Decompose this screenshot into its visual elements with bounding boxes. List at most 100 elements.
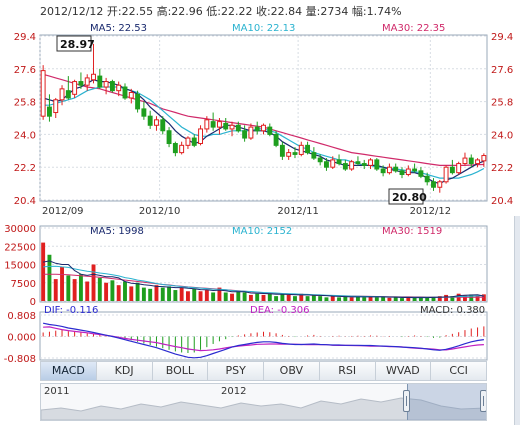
tab-cci[interactable]: CCI (449, 364, 468, 377)
candle-body (468, 157, 474, 165)
volume-bar (374, 297, 379, 301)
main-y-tick-left: 24.0 (14, 130, 36, 141)
candle-body (141, 108, 147, 117)
volume-bar (387, 297, 392, 301)
candle-body (443, 166, 449, 183)
volume-bar (381, 296, 386, 301)
candle-body (267, 126, 273, 135)
tab-obv[interactable]: OBV (264, 362, 320, 380)
ma30-label: MA30: 22.35 (382, 23, 445, 34)
volume-bar (66, 275, 71, 301)
candle-body (361, 163, 367, 166)
dif-line (42, 322, 484, 359)
dea-label: DEA: -0.306 (250, 305, 309, 316)
main-y-tick-left: 27.6 (14, 65, 36, 76)
volume-bar (242, 292, 247, 301)
main-x-tick: 2012/11 (277, 206, 319, 217)
volume-bar (97, 277, 102, 301)
candle-body (235, 124, 241, 132)
candle-body (185, 137, 191, 146)
volume-bar (444, 294, 449, 301)
main-y-tick-right: 25.8 (491, 98, 513, 109)
candle-body (412, 168, 418, 172)
candle-body (405, 168, 411, 175)
volume-bar (368, 296, 373, 301)
volume-bar (248, 294, 253, 301)
candle-body (298, 144, 304, 155)
main-x-tick: 2012/10 (139, 206, 181, 217)
main-y-tick-right: 22.2 (491, 163, 513, 174)
header-quote: 2012/12/12 开:22.55 高:22.96 低:22.22 收:22.… (40, 5, 402, 18)
volume-bar (129, 286, 134, 301)
volume-bar (355, 296, 360, 301)
vol-ma30-label: MA30: 1519 (382, 226, 442, 237)
candle-body (53, 99, 59, 114)
main-y-tick-right: 27.6 (491, 65, 513, 76)
candle-body (305, 144, 311, 154)
candle-body (191, 137, 197, 146)
candle-body (65, 90, 71, 99)
candle-body (418, 170, 424, 177)
candle-body (198, 128, 203, 145)
volume-bar (293, 296, 297, 301)
main-x-tick: 2012/12 (410, 206, 452, 217)
vol-y-tick: 22500 (4, 242, 36, 253)
volume-bar (223, 292, 228, 301)
volume-bar (179, 287, 184, 301)
volume-bar (255, 293, 260, 301)
candle-body (229, 124, 235, 130)
candle-body (368, 159, 373, 166)
tab-macd[interactable]: MACD (41, 362, 97, 380)
nav-year-2012: 2012 (221, 386, 247, 397)
volume-bar (318, 296, 323, 301)
candle-body (147, 115, 153, 126)
candle-body (286, 152, 292, 157)
volume-bar (110, 280, 115, 301)
candle-body (261, 124, 266, 132)
volume-bar (60, 266, 64, 301)
volume-bar (141, 287, 146, 301)
candle-body (317, 157, 323, 163)
dif-label: DIF: -0.116 (44, 305, 98, 316)
candle-body (462, 157, 468, 165)
volume-bar (85, 281, 90, 301)
volume-bar (425, 297, 430, 301)
volume-bar (437, 296, 442, 301)
navigator-right-handle[interactable] (480, 390, 486, 412)
volume-bar (211, 292, 216, 301)
main-x-tick: 2012/09 (42, 206, 84, 217)
tab-boll[interactable]: BOLL (153, 362, 209, 380)
volume-bar (91, 264, 96, 301)
candle-body (116, 84, 122, 92)
volume-bar (135, 282, 140, 301)
volume-bar (123, 281, 127, 301)
volume-bar (230, 293, 234, 301)
tab-rsi[interactable]: RSI (320, 362, 376, 380)
candle-body (72, 81, 78, 95)
candle-body (154, 119, 159, 126)
candle-body (449, 166, 455, 174)
volume-bar (104, 282, 109, 301)
vol-y-tick: 15000 (4, 261, 36, 272)
volume-bar (72, 279, 77, 301)
axis-labels: 29.4 29.4 27.6 27.6 25.8 25.8 24.0 24.0 22.2 22.2… (4, 32, 514, 365)
volume-bar (305, 296, 310, 301)
tab-kdj[interactable]: KDJ (97, 362, 153, 380)
volume-bar (418, 297, 423, 301)
navigator-window[interactable] (407, 384, 486, 420)
navigator-left-handle[interactable] (403, 390, 410, 412)
candle-body (59, 88, 65, 101)
vol-y-tick: 7500 (11, 279, 36, 290)
vol-ma5-line (43, 260, 485, 299)
candle-body (216, 121, 222, 128)
time-navigator[interactable]: 2011 2012 (40, 383, 487, 421)
tab-psy[interactable]: PSY (208, 362, 264, 380)
right-scrollbar[interactable] (514, 216, 520, 425)
candle-body (380, 168, 386, 174)
volume-bar (450, 296, 455, 301)
tab-wvad[interactable]: WVAD (376, 362, 432, 380)
candle-body (223, 122, 229, 130)
candle-body (172, 143, 178, 154)
candle-body (135, 93, 141, 110)
